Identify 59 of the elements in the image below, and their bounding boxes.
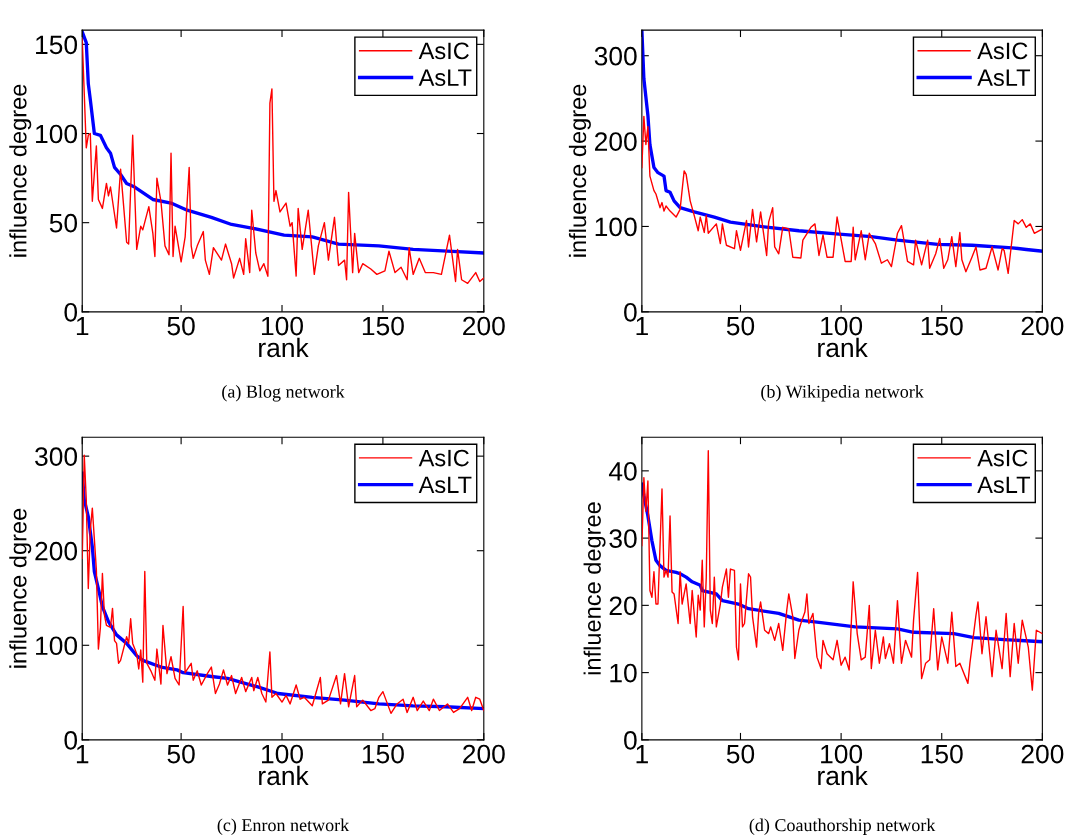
x-tick-label: 1	[76, 745, 89, 764]
y-tick-label: 300	[594, 46, 637, 66]
y-axis-title: influence degree	[9, 84, 32, 257]
x-tick-label: 50	[167, 316, 195, 336]
y-tick-label: 100	[36, 636, 78, 656]
y-tick-label: 0	[64, 302, 78, 322]
legend-label: AsLT	[418, 69, 472, 86]
x-tick-label: 150	[362, 744, 404, 764]
legend-label: AsIC	[977, 42, 1028, 60]
y-tick-label: 50	[49, 213, 78, 233]
y-tick-label: 0	[64, 730, 78, 750]
legend-label: AsLT	[977, 69, 1031, 86]
x-tick-label: 50	[726, 744, 755, 764]
y-tick-label: 0	[624, 302, 637, 322]
y-axis-title: influence dgree	[9, 508, 32, 668]
x-tick-label: 100	[821, 316, 863, 336]
x-tick-label: 200	[463, 744, 505, 764]
line-series	[641, 115, 1043, 275]
legend-label: AsIC	[418, 449, 469, 467]
x-axis-title: rank	[259, 765, 309, 786]
y-tick-label: 200	[595, 132, 637, 151]
text: (c) Enron network	[217, 818, 350, 835]
text: (a) Blog network	[222, 385, 345, 402]
x-tick-label: 150	[921, 744, 963, 764]
text: (b) Wikipedia network	[761, 385, 924, 402]
y-tick-label: 150	[36, 35, 78, 55]
x-tick-label: 100	[821, 744, 863, 764]
y-tick-label: 100	[36, 124, 78, 144]
legend-label: AsIC	[977, 449, 1028, 467]
y-tick-label: 300	[35, 447, 78, 466]
x-tick-label: 200	[463, 316, 505, 336]
y-tick-label: 0	[624, 730, 637, 750]
x-tick-label: 150	[362, 316, 404, 336]
y-tick-label: 200	[35, 541, 78, 561]
x-tick-label: 200	[1021, 316, 1064, 336]
x-axis-title: rank	[818, 765, 868, 786]
x-tick-label: 50	[726, 316, 755, 336]
x-axis-title: rank	[818, 337, 868, 358]
x-tick-label: 100	[262, 744, 303, 764]
y-tick-label: 100	[595, 217, 637, 237]
x-tick-label: 1	[76, 316, 89, 336]
y-tick-label: 20	[609, 596, 637, 616]
line-series	[641, 449, 1043, 691]
legend-label: AsLT	[977, 476, 1031, 494]
x-tick-label: 50	[167, 744, 195, 764]
x-tick-label: 200	[1021, 744, 1064, 764]
y-axis-title: influence degree	[568, 84, 591, 257]
text: (d) Coauthorship network	[749, 818, 936, 835]
y-tick-label: 30	[609, 529, 637, 548]
y-axis-title: influence degree	[583, 502, 606, 675]
x-tick-label: 150	[921, 316, 963, 336]
x-tick-label: 1	[636, 745, 648, 764]
x-tick-label: 100	[262, 316, 303, 336]
y-tick-label: 40	[608, 461, 637, 481]
x-tick-label: 1	[636, 316, 648, 336]
legend-label: AsIC	[418, 42, 469, 60]
legend-label: AsLT	[418, 476, 472, 494]
y-tick-label: 10	[610, 663, 637, 683]
x-axis-title: rank	[259, 337, 309, 358]
